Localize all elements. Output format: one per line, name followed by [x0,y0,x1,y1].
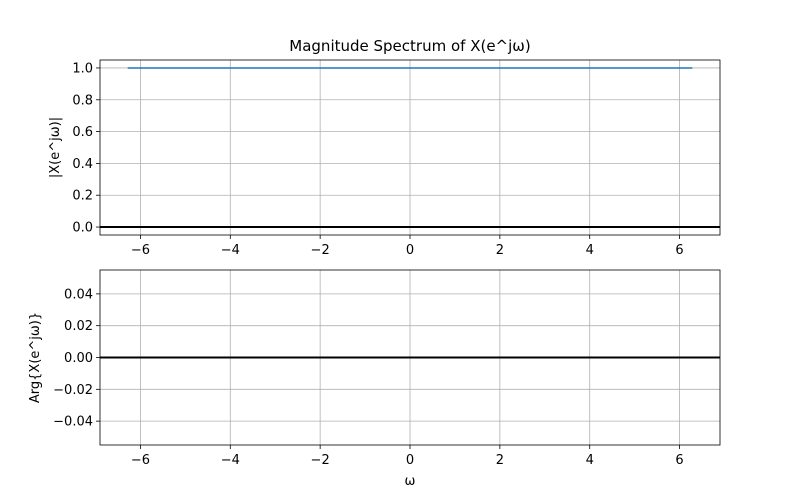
magnitude-x-tick-label: 0 [406,243,414,258]
phase-x-tick-label: 6 [675,453,683,468]
magnitude-x-tick-label: 6 [675,243,683,258]
magnitude-plot: Magnitude Spectrum of X(e^jω) |X(e^jω)| … [48,37,721,258]
magnitude-plot-title: Magnitude Spectrum of X(e^jω) [289,37,530,55]
phase-y-tick-label: 0.02 [64,319,93,334]
phase-y-axis-label: Arg{X(e^jω)} [28,312,43,403]
magnitude-y-axis-label: |X(e^jω)| [48,117,63,178]
magnitude-y-tick-label: 0.8 [72,93,93,108]
magnitude-grid [100,60,720,235]
magnitude-y-tick-label: 0.4 [72,157,93,172]
magnitude-x-tick-label: −6 [131,243,150,258]
magnitude-x-tick-label: −4 [221,243,240,258]
phase-x-tick-label: −4 [221,453,240,468]
magnitude-y-tick-label: 0.6 [72,125,93,140]
phase-plot: Arg{X(e^jω)} ω −6 −4 −2 0 2 4 6 −0.04 −0.02 0.00 0… [28,269,721,489]
phase-y-tick-label: 0.04 [64,287,93,302]
magnitude-y-tick-label: 0.2 [72,189,93,204]
phase-y-tick-label: −0.02 [53,383,93,398]
phase-x-tick-label: −2 [311,453,330,468]
phase-x-tick-label: 4 [586,453,594,468]
phase-x-tick-label: −6 [131,453,150,468]
phase-x-tick-label: 2 [496,453,504,468]
magnitude-x-tick-label: 4 [586,243,594,258]
phase-y-tick-label: −0.04 [53,415,93,430]
magnitude-x-tick-label: −2 [311,243,330,258]
magnitude-x-tick-label: 2 [496,243,504,258]
phase-x-tick-label: 0 [406,453,414,468]
magnitude-y-tick-label: 0.0 [72,221,93,236]
magnitude-y-tick-label: 1.0 [72,61,93,76]
phase-x-axis-label: ω [405,474,416,489]
phase-y-tick-label: 0.00 [64,351,93,366]
